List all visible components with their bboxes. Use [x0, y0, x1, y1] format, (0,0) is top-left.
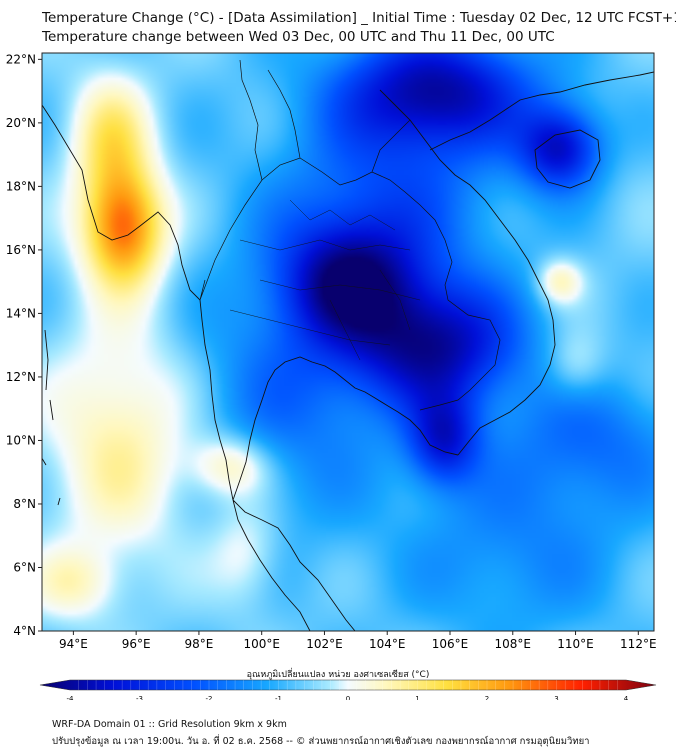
colorbar-tick-label: 3 — [554, 695, 558, 700]
lat-tick-label: 22°N — [6, 52, 36, 66]
plot-frame — [41, 52, 655, 632]
colorbar-tick-label: -1 — [275, 695, 282, 700]
malay-peninsula-coast — [232, 499, 356, 631]
footer-credits: ปรับปรุงข้อมูล ณ เวลา 19:00น. วัน อ. ที่… — [52, 736, 590, 747]
lat-tick-label: 4°N — [13, 624, 36, 638]
andaman-islands — [42, 329, 61, 506]
colorbar: -4 -3 -2 -1 0 1 2 3 4 — [39, 679, 657, 700]
lon-tick-label: 102°E — [306, 637, 343, 651]
myanmar-coast — [42, 104, 234, 501]
gulf-of-thailand-coast — [232, 356, 459, 501]
hainan-island — [534, 129, 601, 189]
latitude-axis: 22°N 20°N 18°N 16°N 14°N 12°N 10°N 8°N 6°N 4°N — [6, 52, 42, 638]
lat-tick-label: 6°N — [13, 560, 36, 574]
lon-tick-label: 98°E — [184, 637, 213, 651]
lon-tick-label: 104°E — [369, 637, 406, 651]
temperature-field-raster — [42, 53, 654, 631]
longitude-axis: 94°E 96°E 98°E 100°E 102°E 104°E 106°E 108°E 110… — [59, 631, 657, 651]
lat-tick-label: 8°N — [13, 497, 36, 511]
map-title: Temperature Change (°C) - [Data Assimila… — [42, 10, 676, 26]
lat-tick-label: 18°N — [6, 179, 36, 193]
colorbar-tick-label: 4 — [624, 695, 629, 700]
lon-tick-label: 112°E — [620, 637, 657, 651]
coastlines-borders — [42, 59, 654, 631]
lat-tick-label: 20°N — [6, 116, 36, 130]
colorbar-tick-label: 2 — [485, 695, 489, 700]
lon-tick-label: 94°E — [59, 637, 88, 651]
colorbar-gradient — [39, 679, 657, 691]
vietnam-coast — [379, 89, 556, 456]
china-coast — [429, 71, 654, 151]
lat-tick-label: 12°N — [6, 370, 36, 384]
colorbar-tick-label: -2 — [206, 695, 213, 700]
colorbar-title: อุณหภูมิเปลี่ยนแปลง หน่วย องศาเซลเซียส (… — [246, 670, 430, 680]
colorbar-ticks: -4 -3 -2 -1 0 1 2 3 4 — [67, 680, 629, 700]
colorbar-tick-label: -3 — [136, 695, 143, 700]
lat-tick-label: 10°N — [6, 433, 36, 447]
footer-model-info: WRF-DA Domain 01 :: Grid Resolution 9km … — [52, 719, 287, 730]
lon-tick-label: 108°E — [495, 637, 532, 651]
map-subtitle: Temperature change between Wed 03 Dec, 0… — [42, 29, 555, 45]
lat-tick-label: 14°N — [6, 306, 36, 320]
colorbar-tick-label: 0 — [346, 695, 350, 700]
province-borders — [229, 199, 421, 361]
colorbar-tick-label: 1 — [415, 695, 419, 700]
lon-tick-label: 110°E — [557, 637, 594, 651]
temperature-field — [42, 53, 654, 631]
lon-tick-label: 96°E — [122, 637, 151, 651]
lon-tick-label: 106°E — [432, 637, 469, 651]
lat-tick-label: 16°N — [6, 243, 36, 257]
temperature-change-map: 94°E 96°E 98°E 100°E 102°E 104°E 106°E 108°E 110… — [6, 52, 657, 700]
colorbar-tick-label: -4 — [67, 695, 75, 700]
country-borders — [199, 59, 501, 411]
lon-tick-label: 100°E — [243, 637, 280, 651]
